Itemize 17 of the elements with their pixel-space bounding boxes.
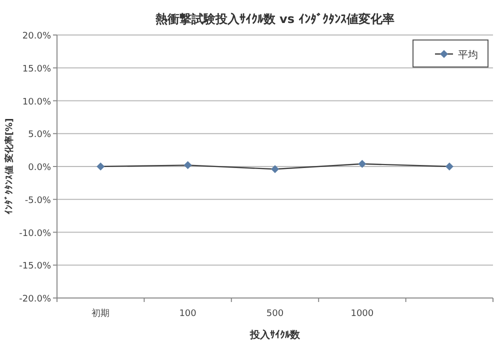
legend-label: 平均 xyxy=(458,49,478,61)
x-axis-title: 投入ｻｲｸﾙ数 xyxy=(249,329,301,341)
y-tick-label: -5.0% xyxy=(24,196,52,206)
y-tick-label: -20.0% xyxy=(19,294,52,304)
y-axis-title: ｲﾝﾀﾞｸﾀﾝｽ値 変化率[%] xyxy=(4,118,15,215)
y-tick-label: 15.0% xyxy=(22,64,52,74)
chart-title: 熱衝撃試験投入ｻｲｸﾙ数 vs ｲﾝﾀﾞｸﾀﾝｽ値変化率 xyxy=(154,12,395,26)
y-tick-label: 5.0% xyxy=(28,130,52,140)
y-tick-label: 10.0% xyxy=(22,97,52,108)
x-tick-label: 100 xyxy=(179,309,197,319)
y-tick-label: -10.0% xyxy=(19,228,52,239)
x-tick-label: 500 xyxy=(266,309,284,319)
y-tick-label: 20.0% xyxy=(22,32,52,42)
y-tick-label: 0.0% xyxy=(28,163,52,173)
x-tick-label: 初期 xyxy=(92,308,110,319)
y-tick-label: -15.0% xyxy=(19,262,52,272)
x-tick-label: 1000 xyxy=(350,309,374,319)
